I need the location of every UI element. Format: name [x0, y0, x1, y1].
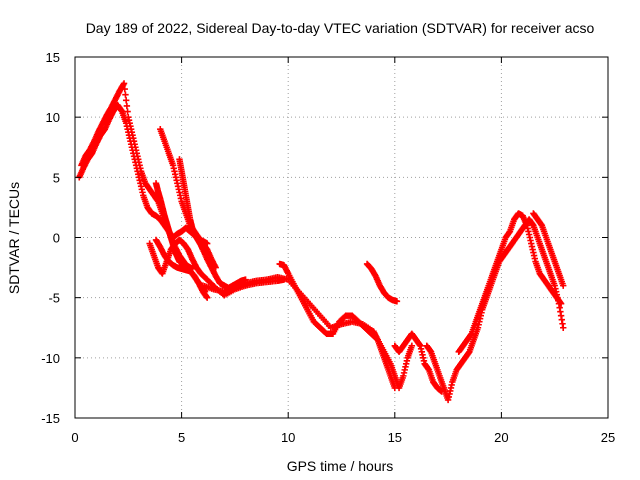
x-tick-label: 5 — [178, 430, 185, 445]
data-layer — [76, 80, 567, 404]
data-point — [189, 265, 196, 272]
x-tick-label: 20 — [494, 430, 508, 445]
data-point — [120, 80, 128, 87]
x-tick-label: 25 — [601, 430, 615, 445]
y-tick-label: 15 — [46, 50, 60, 65]
data-point — [203, 294, 211, 301]
data-point — [557, 300, 565, 307]
data-point — [560, 324, 567, 331]
y-tick-label: -5 — [48, 291, 60, 306]
data-point — [121, 85, 128, 93]
series-arc-11 — [391, 330, 445, 395]
series-arc-10 — [363, 260, 401, 305]
y-tick-label: 10 — [46, 110, 60, 125]
series-arc-7 — [176, 156, 249, 292]
series-arc-4 — [152, 236, 211, 301]
tick-layer: 0 5 10 15 20 25 15 10 5 0 -5 -10 -15 — [41, 50, 615, 445]
x-tick-label: 0 — [71, 430, 78, 445]
y-axis-label: SDTVAR / TECUs — [6, 182, 22, 294]
y-tick-label: -10 — [41, 351, 60, 366]
series-arc-5 — [152, 180, 196, 272]
data-point — [408, 342, 416, 349]
x-axis-label: GPS time / hours — [287, 458, 394, 474]
data-point — [122, 97, 130, 104]
series-arc-14 — [530, 210, 567, 289]
data-point — [393, 298, 401, 305]
chart-title: Day 189 of 2022, Sidereal Day-to-day VTE… — [86, 20, 595, 36]
x-tick-label: 10 — [281, 430, 295, 445]
y-tick-label: 5 — [53, 170, 60, 185]
data-point — [124, 108, 131, 115]
series-arc-13 — [455, 210, 565, 356]
series-arc-9 — [276, 260, 416, 392]
data-point — [560, 282, 567, 289]
y-tick-label: 0 — [53, 231, 60, 246]
data-point — [122, 91, 129, 98]
y-tick-label: -15 — [41, 411, 60, 426]
data-point — [123, 102, 131, 110]
x-tick-label: 15 — [388, 430, 402, 445]
